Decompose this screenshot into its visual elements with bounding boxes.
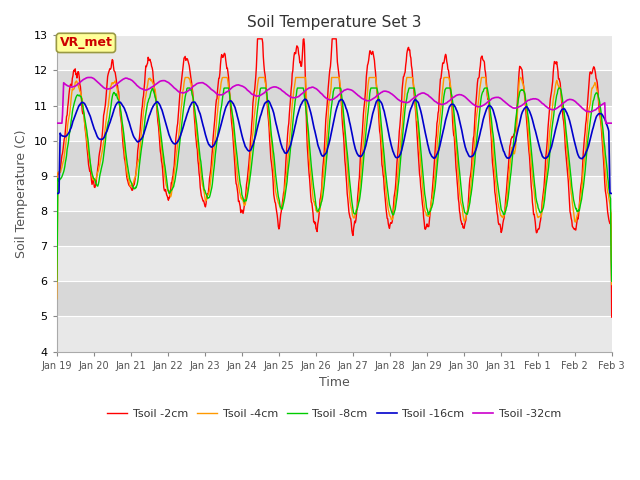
Tsoil -4cm	[608, 282, 616, 288]
Tsoil -2cm	[284, 132, 291, 137]
Bar	[57, 176, 612, 211]
Bar	[57, 211, 612, 246]
Bar	[57, 281, 612, 316]
Tsoil -8cm	[79, 107, 87, 113]
Title: Soil Temperature Set 3: Soil Temperature Set 3	[247, 15, 422, 30]
Y-axis label: Soil Temperature (C): Soil Temperature (C)	[15, 129, 28, 258]
Tsoil -8cm	[53, 278, 61, 284]
Tsoil -16cm	[580, 153, 588, 159]
Tsoil -32cm	[580, 107, 588, 113]
Bar	[57, 141, 612, 176]
Tsoil -32cm	[53, 120, 61, 126]
Tsoil -32cm	[84, 74, 92, 80]
Tsoil -16cm	[589, 125, 597, 131]
Bar	[57, 246, 612, 281]
Line: Tsoil -16cm: Tsoil -16cm	[57, 99, 612, 193]
Tsoil -2cm	[580, 135, 588, 141]
Tsoil -16cm	[608, 191, 616, 196]
Tsoil -2cm	[380, 186, 388, 192]
Tsoil -16cm	[53, 191, 61, 196]
Line: Tsoil -8cm: Tsoil -8cm	[57, 88, 612, 281]
Tsoil -8cm	[608, 278, 616, 284]
Line: Tsoil -2cm: Tsoil -2cm	[57, 39, 612, 317]
Line: Tsoil -4cm: Tsoil -4cm	[57, 77, 612, 299]
Tsoil -4cm	[53, 296, 61, 302]
Tsoil -2cm	[253, 36, 261, 42]
Tsoil -8cm	[380, 154, 388, 159]
Tsoil -2cm	[589, 65, 597, 71]
Tsoil -8cm	[156, 122, 164, 128]
Tsoil -4cm	[79, 107, 87, 113]
Tsoil -2cm	[79, 109, 87, 115]
Bar	[57, 36, 612, 71]
Legend: Tsoil -2cm, Tsoil -4cm, Tsoil -8cm, Tsoil -16cm, Tsoil -32cm: Tsoil -2cm, Tsoil -4cm, Tsoil -8cm, Tsoi…	[103, 405, 565, 423]
Tsoil -2cm	[608, 314, 616, 320]
Tsoil -16cm	[301, 96, 309, 102]
Tsoil -16cm	[156, 102, 164, 108]
Bar	[57, 316, 612, 351]
Tsoil -8cm	[284, 172, 291, 178]
Tsoil -4cm	[589, 84, 597, 90]
Tsoil -4cm	[580, 156, 588, 162]
Tsoil -2cm	[53, 276, 61, 282]
Tsoil -8cm	[184, 85, 191, 91]
Tsoil -16cm	[79, 100, 87, 106]
X-axis label: Time: Time	[319, 376, 349, 389]
Tsoil -32cm	[380, 88, 388, 94]
Tsoil -32cm	[156, 78, 164, 84]
Tsoil -32cm	[284, 92, 291, 98]
Tsoil -4cm	[156, 128, 164, 133]
Tsoil -4cm	[181, 74, 189, 80]
Bar	[57, 106, 612, 141]
Tsoil -8cm	[589, 98, 597, 104]
Tsoil -32cm	[589, 108, 597, 114]
Tsoil -32cm	[608, 120, 616, 126]
Tsoil -32cm	[79, 77, 87, 83]
Tsoil -8cm	[580, 174, 588, 180]
Line: Tsoil -32cm: Tsoil -32cm	[57, 77, 612, 123]
Text: VR_met: VR_met	[60, 36, 113, 49]
Tsoil -16cm	[283, 150, 291, 156]
Tsoil -2cm	[156, 140, 164, 145]
Bar	[57, 71, 612, 106]
Tsoil -4cm	[380, 168, 388, 173]
Tsoil -4cm	[284, 160, 291, 166]
Tsoil -16cm	[380, 108, 388, 114]
